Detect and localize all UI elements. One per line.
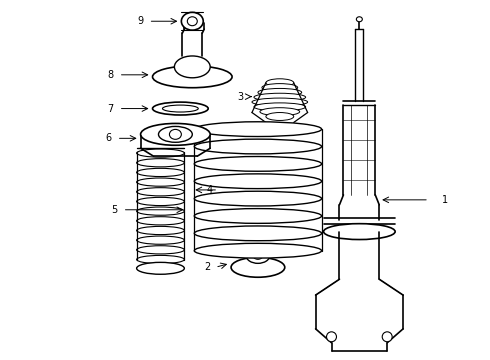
Ellipse shape [174,56,210,78]
Ellipse shape [141,123,210,145]
Ellipse shape [181,12,203,30]
Ellipse shape [158,126,192,142]
Ellipse shape [323,224,395,239]
Text: 5: 5 [112,205,118,215]
Ellipse shape [356,17,362,22]
Ellipse shape [170,129,181,139]
Ellipse shape [195,243,321,258]
Ellipse shape [137,226,184,235]
Ellipse shape [137,178,184,186]
Ellipse shape [254,93,306,101]
Ellipse shape [137,168,184,176]
Ellipse shape [137,207,184,215]
Ellipse shape [266,113,294,121]
Ellipse shape [137,255,184,264]
Ellipse shape [254,103,306,111]
Ellipse shape [137,262,184,274]
Ellipse shape [258,89,302,96]
Ellipse shape [382,332,392,342]
Text: 9: 9 [138,16,144,26]
Ellipse shape [195,139,321,154]
Ellipse shape [253,251,263,260]
Ellipse shape [137,197,184,206]
Ellipse shape [326,332,337,342]
Text: 1: 1 [442,195,448,205]
Ellipse shape [195,191,321,206]
Ellipse shape [137,217,184,225]
Text: 4: 4 [207,185,213,195]
Ellipse shape [260,108,300,116]
Ellipse shape [152,66,232,88]
Ellipse shape [137,236,184,244]
Text: 2: 2 [204,262,210,272]
Ellipse shape [163,105,198,112]
Text: 7: 7 [107,104,114,113]
Ellipse shape [187,17,197,26]
Ellipse shape [195,157,321,171]
Ellipse shape [231,257,285,277]
Ellipse shape [195,226,321,241]
Ellipse shape [266,79,294,87]
Ellipse shape [152,102,208,115]
Ellipse shape [137,246,184,254]
Ellipse shape [137,149,184,157]
Ellipse shape [195,174,321,189]
Ellipse shape [195,208,321,223]
Ellipse shape [195,122,321,136]
Ellipse shape [137,188,184,196]
Text: 3: 3 [237,92,243,102]
Text: 6: 6 [106,133,112,143]
Ellipse shape [252,98,308,106]
Ellipse shape [262,84,298,91]
Text: 8: 8 [108,70,114,80]
Ellipse shape [137,159,184,167]
Ellipse shape [246,247,270,264]
